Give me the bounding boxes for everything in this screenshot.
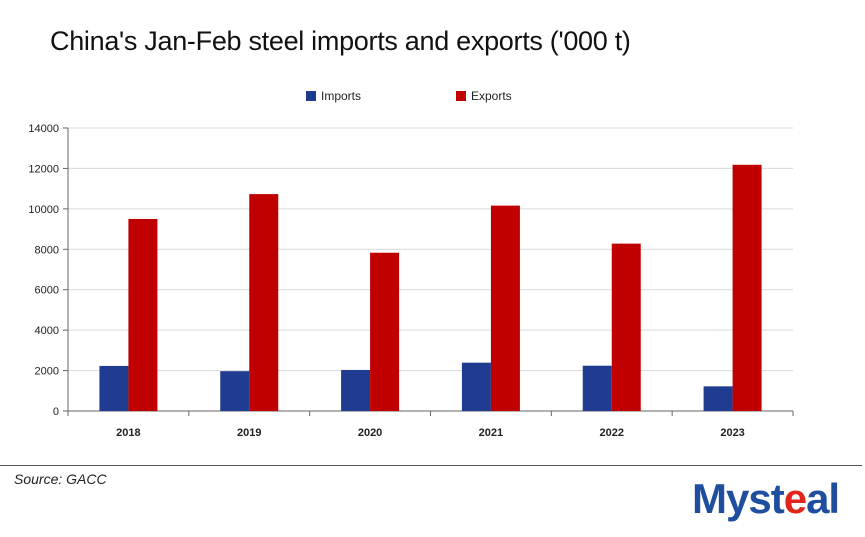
bar-imports-2023	[703, 386, 733, 411]
legend-swatch-imports	[306, 91, 316, 101]
y-tick-label: 4000	[35, 325, 59, 337]
y-tick-label: 14000	[28, 123, 59, 135]
y-tick-label: 8000	[35, 244, 59, 256]
legend-swatch-exports	[456, 91, 466, 101]
x-tick-label: 2019	[237, 427, 261, 439]
bar-exports-2023	[732, 164, 762, 411]
bar-chart: 0 2000 4000 6000 8000 10000 12000 14000 2018 2019…	[28, 89, 794, 439]
mysteel-logo: Mysteal	[692, 475, 840, 522]
x-tick-label: 2022	[600, 427, 624, 439]
y-tick-label: 0	[53, 406, 59, 418]
y-tick-label: 2000	[35, 366, 59, 378]
bar-imports-2019	[220, 371, 250, 411]
y-tick-label: 12000	[28, 163, 59, 175]
legend-label-exports: Exports	[471, 89, 512, 103]
bar-exports-2021	[490, 205, 520, 411]
bar-imports-2021	[461, 362, 491, 411]
x-tick-label: 2018	[116, 427, 140, 439]
x-tick-label: 2023	[720, 427, 744, 439]
y-tick-label: 6000	[35, 285, 59, 297]
bar-exports-2019	[249, 194, 279, 411]
bar-imports-2020	[341, 369, 371, 411]
chart-title: China's Jan-Feb steel imports and export…	[50, 26, 631, 56]
bar-exports-2018	[128, 218, 158, 411]
source-note: Source: GACC	[14, 471, 107, 487]
bar-imports-2022	[582, 365, 612, 411]
bar-exports-2020	[370, 252, 400, 411]
bar-exports-2022	[611, 243, 641, 411]
x-tick-label: 2020	[358, 427, 382, 439]
legend-label-imports: Imports	[321, 89, 361, 103]
footer-divider	[0, 465, 862, 466]
x-tick-label: 2021	[479, 427, 503, 439]
y-tick-label: 10000	[28, 204, 59, 216]
bar-imports-2018	[99, 365, 129, 411]
